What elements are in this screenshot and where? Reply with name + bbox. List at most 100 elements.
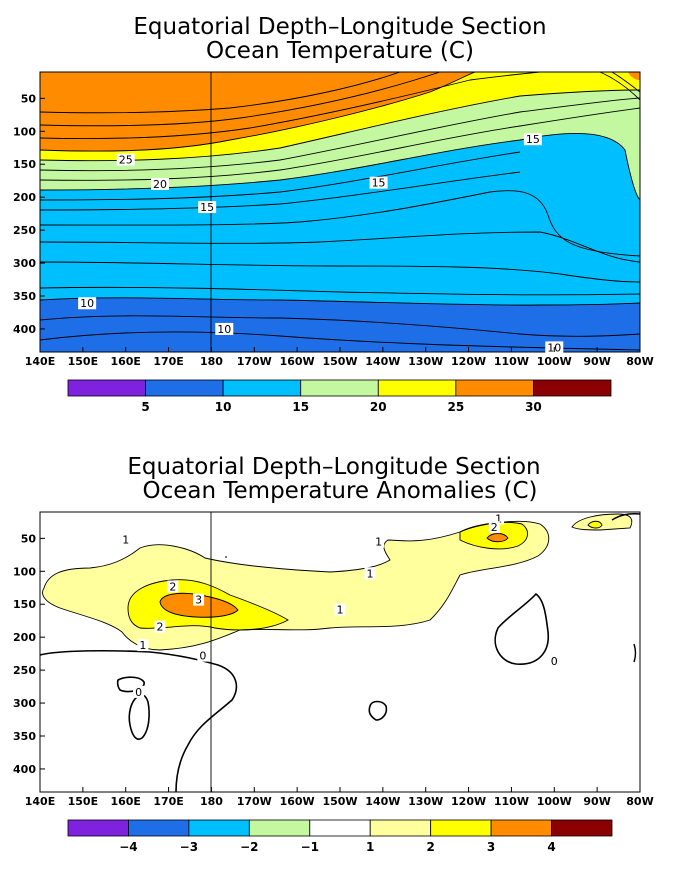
contour-label: 3 — [195, 594, 202, 607]
y-tick-label: 100 — [13, 125, 36, 138]
colorbar-label: 1 — [366, 840, 374, 854]
contour-label: 15 — [526, 133, 540, 146]
colorbar-label: 15 — [292, 400, 309, 414]
x-tick-label: 170E — [153, 355, 183, 368]
contour-label-bg — [151, 178, 169, 190]
chart1-x-ticks: 140E 150E 160E 170E 180 170W 160W 150W 140W 130W 1… — [25, 347, 654, 368]
x-tick-label: 140W — [365, 355, 400, 368]
x-tick-label: 120W — [451, 355, 486, 368]
contour-label-bg — [133, 685, 145, 698]
chart1-colorbar: 5 10 15 20 25 30 — [67, 379, 612, 414]
contour-label-bg — [334, 603, 346, 616]
x-tick-label: 110W — [494, 795, 529, 808]
colorbar-swatch — [67, 379, 146, 397]
x-tick-label: 80W — [626, 355, 653, 368]
y-tick-label: 150 — [13, 598, 36, 611]
chart2-plot-fill — [40, 512, 640, 792]
x-tick-label: 100W — [537, 795, 572, 808]
y-tick-label: 250 — [13, 664, 36, 677]
y-tick-label: 200 — [13, 191, 36, 204]
contour-label: 10 — [217, 323, 231, 336]
colorbar-swatch — [377, 379, 457, 397]
band-25-30-east — [628, 72, 640, 80]
colorbar-swatch — [222, 379, 302, 397]
chart2-subtitle: Ocean Temperature Anomalies (C) — [143, 478, 538, 504]
contour-label-bg — [523, 133, 542, 146]
contour-label: 1 — [337, 604, 344, 617]
chart1-title: Equatorial Depth–Longitude Section — [133, 14, 546, 40]
chart2-background — [40, 512, 640, 792]
contour-label-bg — [198, 201, 217, 214]
contour-label-bg — [154, 620, 166, 633]
contour-label-bg — [488, 521, 500, 534]
contour-label: 25 — [119, 154, 133, 167]
x-tick-label: 170W — [237, 355, 272, 368]
x-tick-label: 100W — [537, 355, 572, 368]
y-tick-label: 350 — [13, 290, 36, 303]
contour-label: 10 — [80, 297, 94, 310]
contour-label: 0 — [551, 655, 558, 668]
colorbar-label: 30 — [525, 400, 542, 414]
x-tick-label: 160E — [110, 795, 140, 808]
y-tick-label: 300 — [13, 257, 36, 270]
x-tick-label: 150E — [68, 795, 98, 808]
contour-label: 2 — [157, 621, 164, 634]
x-tick-label: 130W — [408, 355, 443, 368]
colorbar-swatch — [309, 819, 371, 837]
y-tick-label: 400 — [13, 763, 36, 776]
colorbar-swatch — [369, 819, 432, 837]
chart-anomalies: Equatorial Depth–Longitude Section Ocean… — [13, 454, 654, 854]
y-tick-label: 200 — [13, 631, 36, 644]
x-tick-label: 150E — [68, 355, 98, 368]
contour-label-bg — [193, 593, 205, 606]
x-tick-label: 140E — [25, 795, 55, 808]
contour-label-bg — [137, 639, 149, 652]
chart2-title: Equatorial Depth–Longitude Section — [127, 454, 540, 480]
x-tick-label: 170E — [153, 795, 183, 808]
colorbar-swatch — [67, 819, 129, 837]
colorbar-swatch — [300, 379, 379, 397]
x-tick-label: 160W — [280, 795, 315, 808]
colorbar-label: −1 — [301, 840, 319, 854]
y-tick-label: 150 — [13, 158, 36, 171]
colorbar-swatch — [145, 379, 224, 397]
contour-label-bg — [197, 649, 209, 662]
colorbar-label: 4 — [547, 840, 555, 854]
x-tick-label: 120W — [451, 795, 486, 808]
contour-label: 1 — [139, 639, 146, 652]
x-tick-label: 150W — [322, 795, 357, 808]
y-tick-label: 250 — [13, 224, 36, 237]
contour-label-bg — [364, 567, 376, 580]
contour-label-bg — [78, 297, 97, 310]
contour-label: 0 — [135, 686, 142, 699]
colorbar-label: −4 — [119, 840, 137, 854]
chart1-y-ticks: 50 100 150 200 250 300 350 400 — [13, 92, 45, 336]
chart2-colorbar: −4 −3 −2 −1 1 2 3 4 — [67, 819, 613, 854]
colorbar-swatch — [490, 819, 552, 837]
contour-label: 1 — [122, 534, 129, 547]
y-tick-label: 100 — [13, 565, 36, 578]
contour-label: 1 — [495, 513, 502, 526]
colorbar-swatch — [128, 819, 190, 837]
colorbar-swatch — [455, 379, 534, 397]
x-tick-label: 180 — [200, 355, 223, 368]
colorbar-swatch — [430, 819, 492, 837]
x-tick-label: 180 — [200, 795, 223, 808]
chart2-y-ticks: 50 100 150 200 250 300 350 400 — [13, 532, 45, 776]
colorbar-label: 2 — [426, 840, 434, 854]
y-tick-label: 300 — [13, 697, 36, 710]
anomaly-band-2-3-far-east — [588, 521, 602, 528]
contour-label: 2 — [491, 521, 498, 534]
chart-temperature: Equatorial Depth–Longitude Section Ocean… — [13, 14, 654, 414]
chart1-contours — [40, 72, 640, 351]
y-tick-label: 350 — [13, 730, 36, 743]
colorbar-swatch — [248, 819, 311, 837]
contour-label-bg — [548, 654, 560, 667]
y-tick-label: 50 — [21, 532, 37, 545]
colorbar-label: 25 — [448, 400, 465, 414]
contour-label: 15 — [200, 201, 214, 214]
x-tick-label: 80W — [626, 795, 653, 808]
